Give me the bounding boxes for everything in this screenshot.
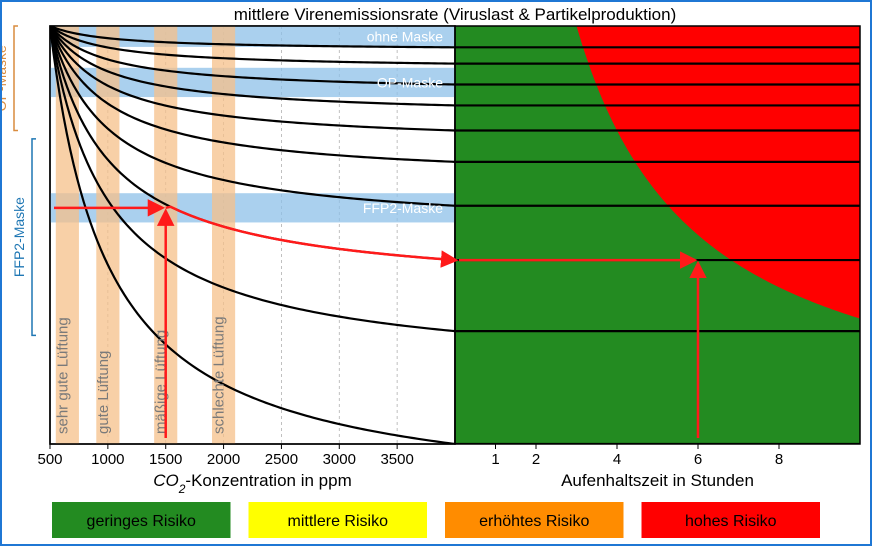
right-xtick-label: 2	[532, 451, 540, 468]
chart-container: mittlere Virenemissionsrate (Viruslast &…	[0, 0, 872, 546]
ventilation-label: sehr gute Lüftung	[54, 317, 71, 434]
left-xaxis-label: CO2-Konzentration in ppm	[153, 471, 352, 496]
right-plot-area	[455, 26, 860, 444]
left-xtick-label: 500	[37, 451, 62, 468]
left-xtick-label: 2500	[265, 451, 298, 468]
left-xtick-label: 1000	[91, 451, 124, 468]
right-xaxis-label: Aufenhaltszeit in Stunden	[561, 471, 754, 490]
left-xtick-label: 3000	[323, 451, 356, 468]
ventilation-label: schlechte Lüftung	[211, 316, 228, 434]
legend-label: erhöhtes Risiko	[479, 513, 589, 530]
mask-band-label: ohne Maske	[367, 28, 443, 44]
mask-band-label: FFP2-Maske	[363, 200, 443, 216]
legend-label: mittlere Risiko	[288, 513, 389, 530]
legend-label: geringes Risiko	[87, 513, 196, 530]
chart-svg: mittlere Virenemissionsrate (Viruslast &…	[2, 2, 870, 544]
right-xtick-label: 8	[775, 451, 783, 468]
left-xtick-label: 2000	[207, 451, 240, 468]
mask-band-label: OP-Maske	[377, 74, 443, 90]
right-xtick-label: 4	[613, 451, 621, 468]
side-label-op: OP-Maske	[2, 45, 9, 111]
chart-title: mittlere Virenemissionsrate (Viruslast &…	[234, 5, 677, 24]
ventilation-label: mäßige Lüftung	[153, 330, 170, 434]
side-label-ffp2: FFP2-Maske	[11, 197, 27, 277]
right-xtick-label: 6	[694, 451, 702, 468]
legend-label: hohes Risiko	[685, 513, 777, 530]
right-xtick-label: 1	[491, 451, 499, 468]
left-xtick-label: 3500	[380, 451, 413, 468]
left-xtick-label: 1500	[149, 451, 182, 468]
ventilation-label: gute Lüftung	[95, 351, 112, 434]
